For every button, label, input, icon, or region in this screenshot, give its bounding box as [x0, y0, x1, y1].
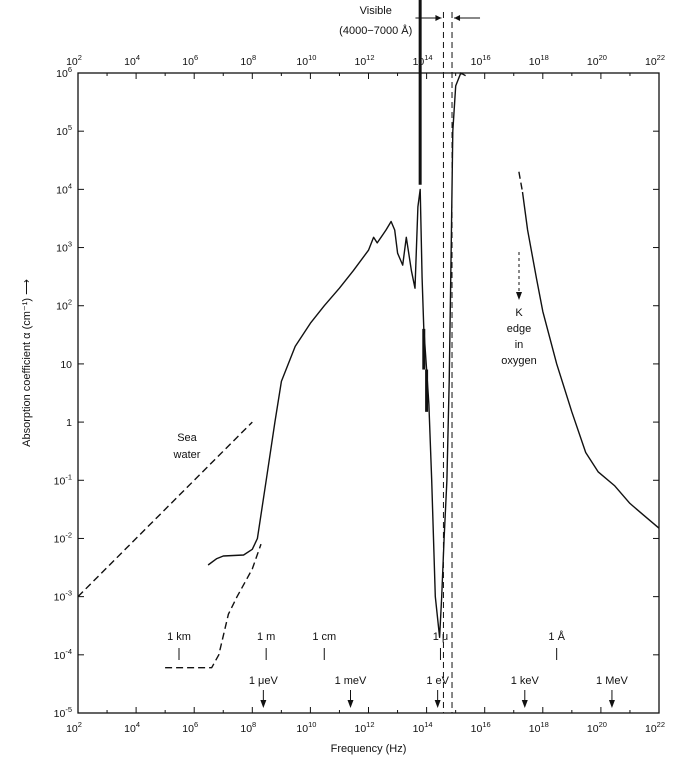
x-tick-label-bottom: 1022	[645, 720, 665, 735]
energy-marker-arrowhead	[521, 700, 528, 708]
visible-arrowhead-left	[435, 15, 442, 21]
x-tick-label-top: 108	[240, 53, 256, 68]
wavelength-marker: 1 μ	[433, 631, 449, 643]
y-tick-label: 10-1	[54, 472, 72, 487]
x-tick-label-bottom: 102	[66, 720, 82, 735]
x-tick-label-top: 1014	[413, 53, 433, 68]
sea-water-line	[77, 421, 253, 598]
energy-marker: 1 MeV	[596, 675, 628, 687]
x-tick-label-top: 1016	[471, 53, 491, 68]
absorption-curve-0	[207, 72, 466, 638]
wavelength-marker: 1 m	[257, 631, 275, 643]
x-tick-label-bottom: 108	[240, 720, 256, 735]
x-tick-label-top: 104	[124, 53, 140, 68]
k-edge-arrowhead	[516, 292, 522, 300]
wavelength-marker: 1 Å	[548, 630, 565, 643]
x-tick-label-bottom: 1014	[413, 720, 433, 735]
y-tick-label: 104	[56, 181, 72, 196]
energy-marker-arrowhead	[608, 700, 615, 708]
sea-water-label: Sea	[177, 432, 197, 444]
k-edge-label: edge	[507, 323, 531, 335]
energy-marker-arrowhead	[434, 700, 441, 708]
x-tick-label-top: 102	[66, 53, 82, 68]
y-tick-label: 106	[56, 65, 72, 80]
k-edge-label: K	[515, 307, 523, 319]
energy-marker-arrowhead	[347, 700, 354, 708]
k-edge-label: in	[515, 339, 524, 351]
energy-marker: 1 eV	[426, 675, 449, 687]
x-tick-label-bottom: 1010	[296, 720, 316, 735]
data-series	[77, 0, 660, 669]
x-tick-label-bottom: 1012	[354, 720, 374, 735]
x-tick-label-top: 1010	[296, 53, 316, 68]
wavelength-marker: 1 km	[167, 631, 191, 643]
visible-band-lines	[415, 12, 481, 713]
y-tick-label: 10-4	[54, 647, 72, 662]
absorption-curve-3	[165, 543, 262, 669]
visible-range-label: (4000−7000 Å)	[339, 24, 412, 37]
x-tick-label-top: 1012	[354, 53, 374, 68]
energy-marker: 1 keV	[511, 675, 540, 687]
y-tick-label: 102	[56, 298, 72, 313]
x-tick-label-bottom: 1016	[471, 720, 491, 735]
x-tick-label-bottom: 1018	[529, 720, 549, 735]
x-tick-label-top: 1022	[645, 53, 665, 68]
visible-label: Visible	[360, 5, 392, 17]
y-axis-label: Absorption coefficient α (cm⁻¹) ⟶	[21, 279, 33, 447]
absorption-curve-2	[518, 171, 524, 193]
axis-ticks: 102 102 104 104 106 106 108 108 1010 1010 1012 1012…	[54, 53, 665, 735]
y-tick-label: 10-3	[54, 589, 72, 604]
x-tick-label-top: 1020	[587, 53, 607, 68]
energy-marker: 1 μeV	[249, 675, 279, 687]
energy-marker-arrowhead	[260, 700, 267, 708]
plot-frame	[77, 72, 660, 714]
y-tick-label: 10	[60, 359, 72, 371]
k-edge-label: oxygen	[501, 355, 536, 367]
y-tick-label: 10-5	[54, 705, 72, 720]
x-tick-label-top: 106	[182, 53, 198, 68]
x-axis-label: Frequency (Hz)	[331, 743, 407, 755]
energy-marker: 1 meV	[335, 675, 367, 687]
visible-arrowhead-right	[454, 15, 461, 21]
y-tick-label: 1	[66, 417, 72, 429]
x-tick-label-bottom: 104	[124, 720, 140, 735]
wavelength-marker: 1 cm	[312, 631, 336, 643]
absorption-curve-1	[521, 191, 660, 529]
x-tick-label-top: 1018	[529, 53, 549, 68]
sea-water-label-2: water	[173, 449, 201, 461]
x-tick-label-bottom: 1020	[587, 720, 607, 735]
y-tick-label: 105	[56, 123, 72, 138]
x-tick-label-bottom: 106	[182, 720, 198, 735]
y-tick-label: 10-2	[54, 530, 72, 545]
y-tick-label: 103	[56, 240, 72, 255]
